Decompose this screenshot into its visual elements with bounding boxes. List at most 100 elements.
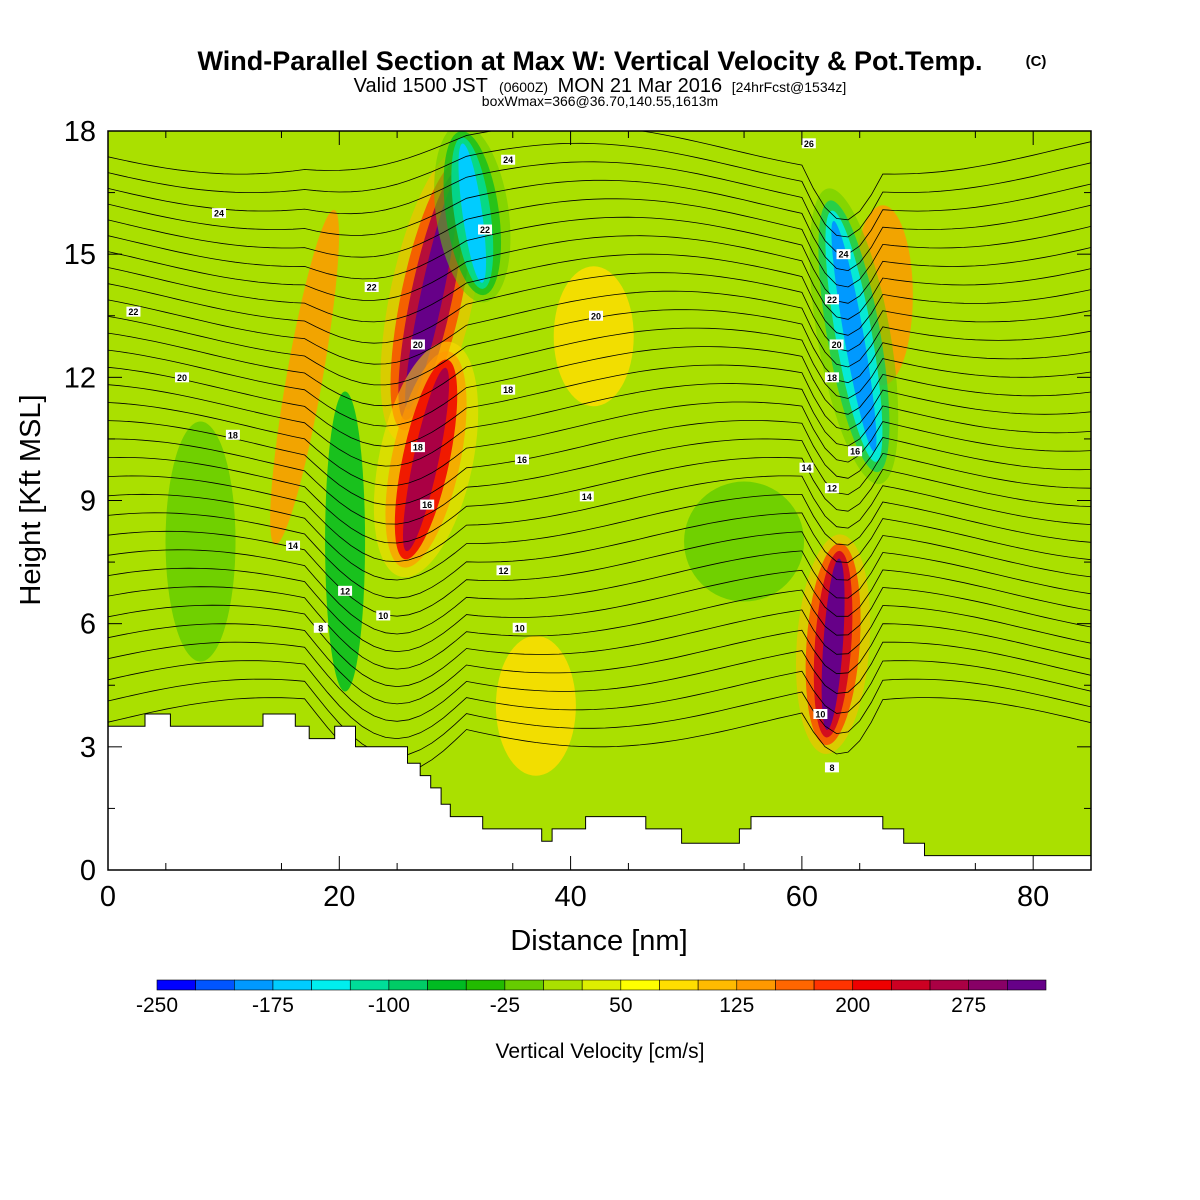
contour-label: 24 — [501, 154, 516, 165]
velocity-field — [165, 131, 913, 776]
colorbar-swatch — [504, 979, 544, 991]
contour-label: 22 — [126, 306, 141, 317]
contour-line — [108, 420, 1091, 506]
forecast-info: [24hrFcst@1534z] — [732, 79, 847, 95]
y-tick-label: 9 — [80, 486, 96, 518]
contour-label: 18 — [501, 384, 516, 395]
contour-label-bg — [313, 622, 328, 633]
contour-line — [108, 161, 1091, 255]
contour-label-text: 24 — [503, 155, 513, 165]
contour-line — [108, 290, 1091, 368]
x-tick-label: 80 — [1017, 881, 1049, 913]
valid-prefix: Valid 1500 JST — [354, 75, 488, 97]
colorbar-swatch — [736, 979, 776, 991]
contour-label-bg — [824, 372, 839, 383]
velocity-core — [831, 220, 877, 452]
contour-label-bg — [824, 294, 839, 305]
contour-label-text: 20 — [591, 311, 601, 321]
valid-date: MON 21 Mar 2016 — [558, 75, 723, 97]
contour-line — [108, 272, 1091, 352]
contour-line — [108, 530, 1091, 617]
y-tick-label: 12 — [64, 362, 96, 394]
contour-label-text: 22 — [367, 283, 377, 293]
contour-line — [108, 235, 1091, 320]
contour-line — [108, 346, 1091, 427]
x-tick-label: 20 — [323, 881, 355, 913]
contour-label: 12 — [496, 565, 511, 576]
x-tick-label: 40 — [554, 881, 586, 913]
contour-label-text: 20 — [413, 340, 423, 350]
contour-label: 12 — [338, 585, 353, 596]
contour-label-bg — [501, 384, 516, 395]
colorbar-tick-label: 50 — [609, 994, 632, 1017]
colorbar-tick-label: -175 — [252, 994, 294, 1017]
colorbar-swatch — [156, 979, 196, 991]
contour-label-bg — [501, 154, 516, 165]
contour-line — [108, 198, 1091, 288]
contour-label-bg — [410, 442, 425, 453]
contour-label-text: 16 — [517, 455, 527, 465]
contour-label: 10 — [813, 708, 828, 719]
contour-line — [108, 586, 1091, 670]
colorbar-swatch — [852, 979, 892, 991]
colorbar-tick-label: -100 — [368, 994, 410, 1017]
contour-line — [108, 142, 1091, 238]
colorbar-swatch — [349, 979, 390, 991]
contour-line — [108, 131, 1091, 221]
contour-label: 20 — [410, 339, 425, 350]
colorbar-tick-label: -250 — [136, 994, 178, 1017]
colorbar-swatch — [388, 979, 428, 991]
y-tick-label: 18 — [64, 116, 96, 148]
contour-label: 24 — [836, 249, 851, 260]
contour-label-bg — [799, 462, 814, 473]
contour-label-text: 8 — [318, 623, 323, 633]
y-axis-label: Height [Kft MSL] — [15, 394, 47, 605]
colorbar-swatch — [427, 979, 467, 991]
contour-line — [108, 253, 1091, 336]
contour-label-text: 12 — [499, 566, 509, 576]
contour-label: 12 — [824, 483, 839, 494]
velocity-core — [402, 367, 450, 552]
contour-label-bg — [376, 610, 391, 621]
colorbar-swatch — [775, 979, 815, 991]
contour-label-bg — [824, 762, 839, 773]
y-tick-label: 6 — [80, 609, 96, 641]
colorbar-tick-label: -25 — [490, 994, 520, 1017]
velocity-cell — [325, 391, 366, 692]
contour-label-text: 12 — [827, 484, 837, 494]
contour-line — [108, 641, 1091, 722]
valid-zulu: (0600Z) — [499, 79, 548, 95]
contour-label-text: 10 — [378, 611, 388, 621]
contour-label-bg — [801, 138, 816, 149]
contour-label: 22 — [824, 294, 839, 305]
contour-label-text: 12 — [340, 586, 350, 596]
contour-label-text: 8 — [829, 763, 834, 773]
contour-label-text: 22 — [480, 225, 490, 235]
contour-label-bg — [420, 499, 435, 510]
contour-label-text: 26 — [804, 139, 814, 149]
chart-title-suffix: (C) — [1026, 53, 1047, 70]
contour-label: 10 — [376, 610, 391, 621]
contour-label: 16 — [420, 499, 435, 510]
colorbar-swatch — [1007, 979, 1047, 991]
contour-label: 8 — [824, 762, 839, 773]
contour-line — [108, 383, 1091, 467]
contour-line — [108, 567, 1091, 653]
y-tick-label: 0 — [80, 855, 96, 887]
chart-title: Wind-Parallel Section at Max W: Vertical… — [198, 46, 983, 76]
contour-label: 20 — [589, 310, 604, 321]
x-tick-label: 60 — [786, 881, 818, 913]
colorbar-swatch — [581, 979, 622, 991]
contour-label-bg — [836, 249, 851, 260]
contour-line — [108, 697, 1091, 774]
contour-line — [108, 401, 1091, 487]
contour-label: 20 — [175, 372, 190, 383]
contour-line — [108, 456, 1091, 544]
colorbar-swatch — [620, 979, 660, 991]
contour-label: 16 — [848, 446, 863, 457]
contour-label-text: 18 — [503, 385, 513, 395]
contour-label: 24 — [212, 208, 227, 219]
contour-line — [108, 678, 1091, 757]
contour-label: 10 — [512, 622, 527, 633]
